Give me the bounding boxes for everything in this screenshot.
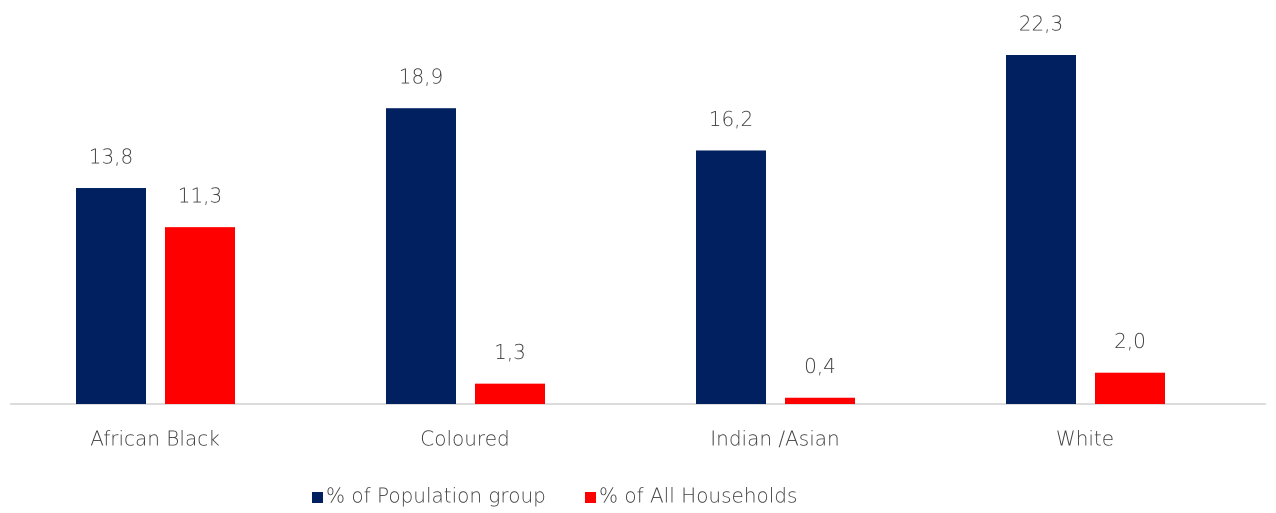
x-tick-label: White [1056, 427, 1114, 451]
bar [386, 108, 456, 405]
data-label: 2,0 [1114, 329, 1146, 353]
data-label: 11,3 [178, 184, 223, 208]
bar [1006, 55, 1076, 404]
bar [165, 227, 235, 404]
data-label: 22,3 [1019, 12, 1064, 36]
data-label: 18,9 [399, 65, 444, 89]
bar [785, 397, 855, 404]
data-label: 16,2 [709, 107, 754, 131]
bar [76, 188, 146, 404]
x-tick-label: Coloured [420, 427, 509, 451]
bar [1095, 372, 1165, 404]
x-tick-label: African Black [90, 427, 220, 451]
x-tick-label: Indian /Asian [710, 427, 839, 451]
data-label: 13,8 [89, 145, 134, 169]
data-label: 0,4 [804, 354, 836, 378]
legend-swatch [585, 492, 596, 503]
data-label: 1,3 [494, 340, 526, 364]
legend-label: % of All Households [599, 484, 797, 508]
legend-label: % of Population group [326, 484, 546, 508]
bar [475, 383, 545, 404]
bar [696, 150, 766, 404]
legend-swatch [312, 492, 323, 503]
